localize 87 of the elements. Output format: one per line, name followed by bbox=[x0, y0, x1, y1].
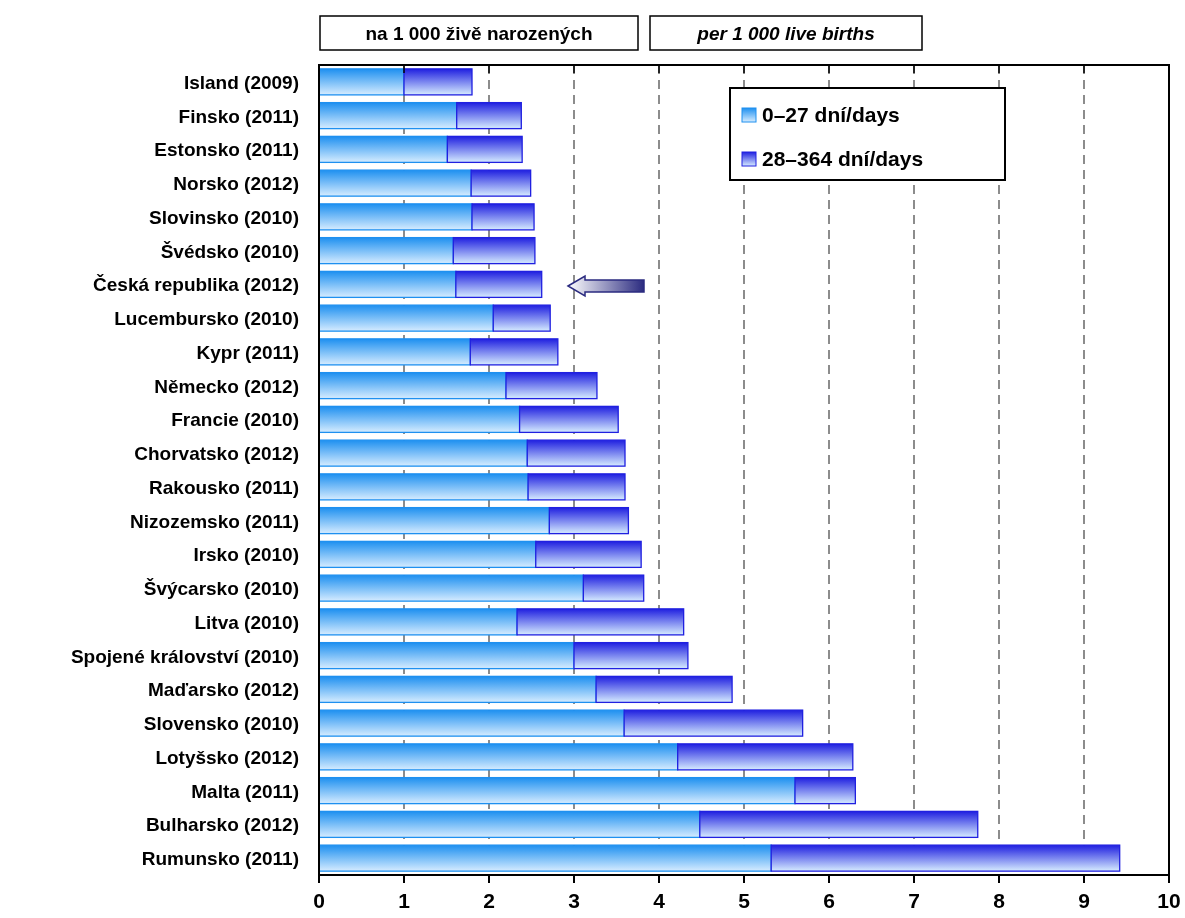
x-tick-label: 8 bbox=[993, 889, 1006, 912]
bar bbox=[794, 776, 856, 805]
y-tick-label: Lotyšsko (2012) bbox=[155, 746, 299, 768]
y-tick-label: Estonsko (2011) bbox=[154, 139, 299, 161]
bar bbox=[470, 169, 532, 197]
bar bbox=[492, 304, 551, 332]
bar bbox=[318, 506, 550, 535]
x-tick-label: 3 bbox=[568, 889, 580, 912]
x-tick-label: 1 bbox=[398, 889, 411, 912]
y-tick-label: Norsko (2012) bbox=[173, 173, 299, 195]
legend-label: 0–27 dní/days bbox=[762, 103, 900, 126]
bar bbox=[516, 608, 685, 636]
y-tick-label: Bulharsko (2012) bbox=[145, 814, 299, 836]
y-tick-label: Česká republika (2012) bbox=[93, 274, 299, 296]
bar bbox=[452, 236, 536, 265]
y-tick-label: Island (2009) bbox=[183, 71, 299, 93]
x-tick-label: 0 bbox=[313, 889, 325, 912]
bar bbox=[403, 68, 473, 96]
bar bbox=[318, 641, 575, 670]
bar bbox=[535, 540, 642, 569]
bar bbox=[318, 203, 473, 231]
bar bbox=[623, 709, 804, 737]
y-tick-label: Lucembursko (2010) bbox=[114, 308, 299, 330]
bar bbox=[318, 574, 584, 602]
bar bbox=[518, 405, 619, 434]
bar bbox=[318, 270, 457, 299]
y-tick-label: Irsko (2010) bbox=[193, 544, 299, 566]
bar bbox=[573, 641, 689, 670]
bar bbox=[471, 203, 535, 231]
bar bbox=[318, 135, 448, 164]
y-tick-label: Německo (2012) bbox=[154, 375, 299, 397]
bar bbox=[595, 675, 733, 704]
y-tick-label: Chorvatsko (2012) bbox=[134, 443, 299, 465]
y-tick-label: Maďarsko (2012) bbox=[148, 679, 299, 701]
bar bbox=[677, 743, 854, 771]
bar bbox=[318, 304, 494, 332]
bar bbox=[318, 338, 471, 366]
bar bbox=[318, 608, 518, 636]
x-tick-label: 2 bbox=[483, 889, 495, 912]
bar bbox=[318, 169, 472, 197]
y-tick-label: Rumunsko (2011) bbox=[141, 848, 299, 870]
x-tick-label: 9 bbox=[1078, 889, 1090, 912]
bar bbox=[318, 68, 405, 96]
text: na 1 000 živě narozených bbox=[365, 23, 593, 44]
y-tick-label: Finsko (2011) bbox=[178, 105, 299, 127]
x-tick-label: 4 bbox=[653, 889, 666, 912]
bar bbox=[318, 776, 796, 805]
bar bbox=[318, 810, 701, 839]
text: per 1 000 live births bbox=[696, 23, 875, 44]
y-tick-label: Nizozemsko (2011) bbox=[130, 510, 299, 532]
y-tick-label: Litva (2010) bbox=[194, 611, 299, 633]
y-tick-label: Kypr (2011) bbox=[196, 341, 299, 363]
bar bbox=[318, 236, 454, 265]
bar bbox=[318, 405, 521, 434]
x-tick-label: 7 bbox=[908, 889, 920, 912]
x-tick-label: 5 bbox=[738, 889, 751, 912]
bar bbox=[469, 338, 559, 366]
y-tick-label: Spojené království (2010) bbox=[70, 645, 299, 667]
bar bbox=[318, 473, 529, 501]
bar bbox=[318, 844, 772, 872]
bar bbox=[318, 439, 528, 467]
legend-label: 28–364 dní/days bbox=[762, 147, 924, 170]
y-tick-label: Švýcarsko (2010) bbox=[143, 578, 299, 600]
bar bbox=[527, 473, 626, 501]
bar bbox=[318, 675, 597, 704]
bar bbox=[318, 101, 458, 130]
bar bbox=[505, 371, 598, 400]
bar bbox=[318, 371, 507, 400]
bar bbox=[318, 540, 537, 569]
y-tick-label: Rakousko (2011) bbox=[149, 476, 299, 498]
bar bbox=[548, 506, 630, 535]
x-tick-label: 6 bbox=[823, 889, 835, 912]
bar bbox=[318, 743, 679, 771]
y-tick-label: Slovensko (2010) bbox=[143, 713, 299, 735]
y-tick-label: Francie (2010) bbox=[171, 409, 299, 431]
x-tick-label: 10 bbox=[1157, 889, 1181, 912]
bar bbox=[699, 810, 979, 839]
bar bbox=[456, 101, 522, 130]
bar bbox=[455, 270, 543, 299]
bar bbox=[526, 439, 626, 467]
bar bbox=[318, 709, 625, 737]
bar bbox=[770, 844, 1121, 872]
y-tick-label: Slovinsko (2010) bbox=[149, 206, 299, 228]
bar bbox=[582, 574, 645, 602]
y-tick-label: Malta (2011) bbox=[191, 780, 299, 802]
bar bbox=[446, 135, 523, 164]
y-tick-label: Švédsko (2010) bbox=[160, 240, 299, 262]
